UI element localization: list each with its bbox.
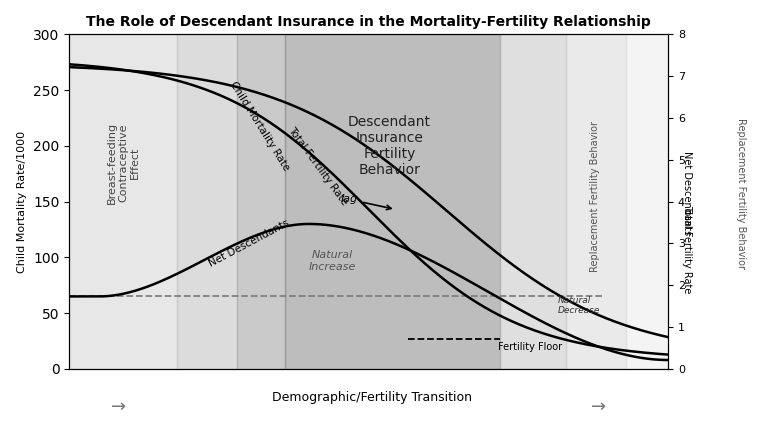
Text: Net Descendants: Net Descendants bbox=[682, 151, 693, 235]
Text: Replacement Fertility Behavior: Replacement Fertility Behavior bbox=[736, 118, 746, 269]
Title: The Role of Descendant Insurance in the Mortality-Fertility Relationship: The Role of Descendant Insurance in the … bbox=[86, 15, 651, 29]
Text: Fertility Floor: Fertility Floor bbox=[498, 341, 562, 352]
Text: Breast-feeding
Contraceptive
Effect: Breast-feeding Contraceptive Effect bbox=[107, 121, 140, 204]
Text: Replacement Fertility Behavior: Replacement Fertility Behavior bbox=[590, 121, 600, 272]
Bar bbox=[177, 34, 237, 369]
Text: Child Mortality Rate: Child Mortality Rate bbox=[228, 79, 291, 172]
Bar bbox=[501, 34, 566, 369]
Bar bbox=[566, 34, 626, 369]
Text: Natural
Decrease: Natural Decrease bbox=[558, 296, 600, 315]
Text: Total Fertility Rate: Total Fertility Rate bbox=[682, 205, 693, 293]
Text: lag: lag bbox=[341, 194, 391, 210]
Bar bbox=[285, 34, 501, 369]
Text: →: → bbox=[111, 398, 127, 416]
Text: Descendant
Insurance
Fertility
Behavior: Descendant Insurance Fertility Behavior bbox=[348, 115, 431, 177]
Text: Net Descendants: Net Descendants bbox=[207, 218, 290, 268]
Text: →: → bbox=[591, 398, 607, 416]
Bar bbox=[69, 34, 177, 369]
Bar bbox=[237, 34, 285, 369]
Text: Total Fertility Rate: Total Fertility Rate bbox=[286, 125, 349, 207]
Text: Demographic/Fertility Transition: Demographic/Fertility Transition bbox=[273, 391, 472, 404]
Text: Natural
Increase: Natural Increase bbox=[309, 250, 356, 272]
Y-axis label: Child Mortality Rate/1000: Child Mortality Rate/1000 bbox=[18, 130, 28, 273]
Bar bbox=[626, 34, 668, 369]
